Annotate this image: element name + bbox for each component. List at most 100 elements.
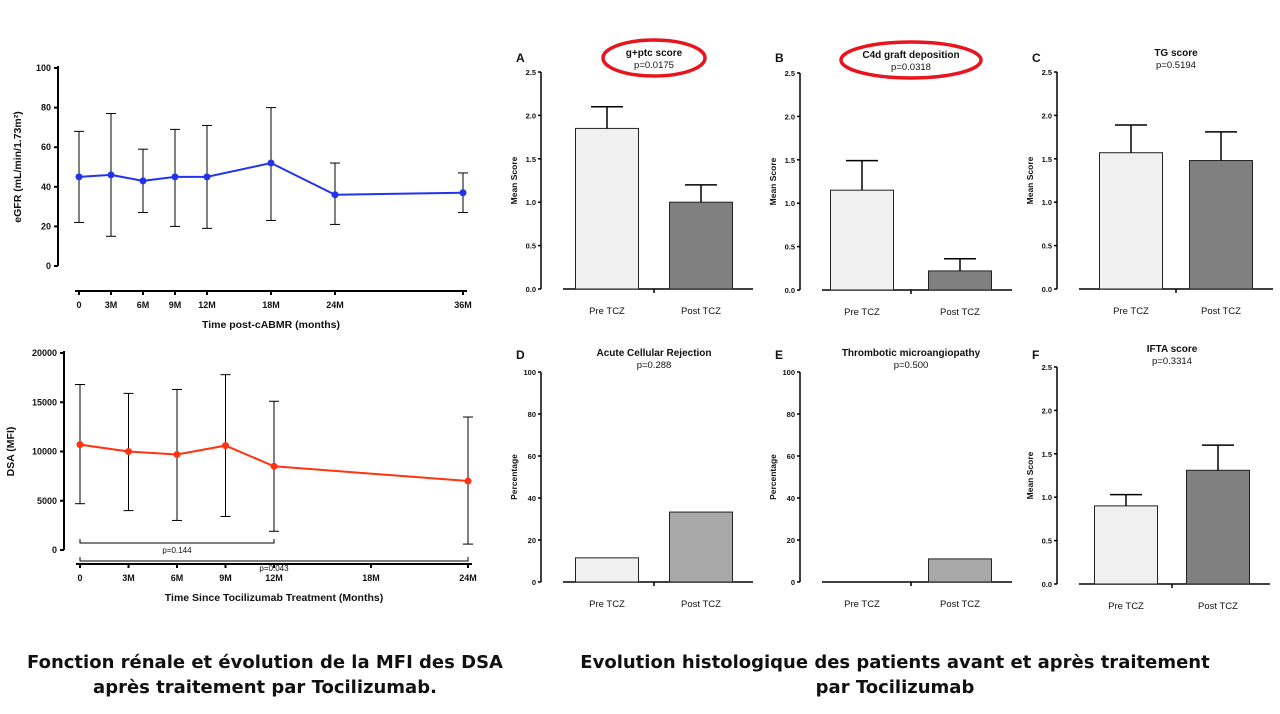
panel-d-x-tick-label: Pre TCZ xyxy=(589,599,625,610)
panel-a-x-tick-label: Post TCZ xyxy=(681,306,721,317)
panel-c-y-tick-label: 0.0 xyxy=(1042,285,1052,294)
egfr-x-tick-label: 24M xyxy=(326,300,344,310)
egfr-data-point xyxy=(203,173,211,181)
dsa-significance-label: p=0.043 xyxy=(259,564,289,573)
panel-d-bar-post xyxy=(669,511,733,583)
egfr-data-point xyxy=(107,171,115,179)
panel-b-x-tick-label: Post TCZ xyxy=(940,307,980,318)
panel-e-letter: E xyxy=(775,348,783,362)
panel-e-y-tick-label: 100 xyxy=(782,368,795,377)
panel-a-y-tick-label: 2.0 xyxy=(526,111,536,120)
panel-a-p-value: p=0.0175 xyxy=(634,60,674,71)
panel-d-y-tick-label: 40 xyxy=(528,494,536,503)
egfr-y-tick-label: 40 xyxy=(41,182,51,192)
panel-b-y-tick-label: 2.5 xyxy=(785,69,795,78)
egfr-data-point xyxy=(171,173,179,181)
panel-f-y-tick-label: 1.0 xyxy=(1042,493,1052,502)
panel-a-y-axis-label: Mean Score xyxy=(509,156,519,204)
panel-a-y-tick-label: 2.5 xyxy=(526,68,536,77)
egfr-series-line xyxy=(78,161,464,196)
dsa-data-point xyxy=(222,442,229,450)
dsa-significance-bracket xyxy=(79,557,469,562)
panel-f-y-tick-label: 1.5 xyxy=(1042,450,1052,459)
egfr-x-tick-label: 6M xyxy=(137,300,150,310)
panel-d-p-value: p=0.288 xyxy=(637,360,672,371)
panel-b-y-axis-label: Mean Score xyxy=(768,157,778,205)
panel-a-title: g+ptc score xyxy=(626,48,683,59)
panel-c-y-tick-label: 0.5 xyxy=(1042,242,1052,251)
panel-a-letter: A xyxy=(516,51,525,65)
egfr-y-tick-label: 100 xyxy=(36,63,51,73)
egfr-y-tick-label: 60 xyxy=(41,142,51,152)
left-caption: Fonction rénale et évolution de la MFI d… xyxy=(27,652,503,698)
dsa-x-axis-label: Time Since Tocilizumab Treatment (Months… xyxy=(165,592,383,604)
panel-b-y-tick-label: 1.5 xyxy=(785,156,795,165)
panel-e-title: Thrombotic microangiopathy xyxy=(842,348,981,359)
dsa-y-tick-label: 20000 xyxy=(32,348,57,358)
egfr-y-tick-label: 0 xyxy=(46,261,51,271)
panel-e-y-tick-label: 60 xyxy=(787,452,795,461)
panel-a-bar-post xyxy=(669,201,733,290)
panel-f-y-axis-label: Mean Score xyxy=(1025,451,1035,499)
dsa-y-tick-label: 0 xyxy=(52,545,57,555)
dsa-x-tick-label: 3M xyxy=(122,573,135,583)
dsa-x-tick-label: 12M xyxy=(265,573,283,583)
egfr-x-axis-label: Time post-cABMR (months) xyxy=(202,319,340,331)
panel-f-y-tick-label: 2.5 xyxy=(1042,363,1052,372)
panel-c-title: TG score xyxy=(1154,48,1198,59)
dsa-x-tick-label: 18M xyxy=(362,573,380,583)
panel-b-bar-pre xyxy=(830,189,894,291)
panel-a-bar-pre xyxy=(575,127,639,290)
panel-e-y-tick-label: 0 xyxy=(791,578,795,587)
panel-b-y-tick-label: 2.0 xyxy=(785,112,795,121)
dsa-y-tick-label: 5000 xyxy=(37,496,57,506)
panel-b-y-tick-label: 0.0 xyxy=(785,286,795,295)
panel-e-x-tick-label: Post TCZ xyxy=(940,599,980,610)
dsa-significance-bracket xyxy=(79,539,275,544)
panel-b-title: C4d graft deposition xyxy=(862,50,959,61)
dsa-series-line xyxy=(79,443,469,483)
panel-b-p-value: p=0.0318 xyxy=(891,62,931,73)
panel-e-y-tick-label: 40 xyxy=(787,494,795,503)
egfr-data-point xyxy=(459,189,467,197)
panel-d-y-tick-label: 100 xyxy=(523,368,536,377)
egfr-x-tick-label: 0 xyxy=(76,300,81,310)
egfr-x-tick-label: 3M xyxy=(105,300,118,310)
panel-f-y-tick-label: 0.5 xyxy=(1042,537,1052,546)
panel-d-letter: D xyxy=(516,348,525,362)
dsa-data-point xyxy=(76,441,84,449)
dsa-y-axis-label: DSA (MFI) xyxy=(5,427,17,477)
panel-c-y-tick-label: 2.5 xyxy=(1042,68,1052,77)
panel-f-letter: F xyxy=(1032,348,1039,362)
panel-b-bar-post xyxy=(928,270,992,291)
panel-c-y-tick-label: 2.0 xyxy=(1042,111,1052,120)
panel-c-y-tick-label: 1.0 xyxy=(1042,198,1052,207)
dsa-y-tick-label: 15000 xyxy=(32,397,57,407)
panel-c-y-tick-label: 1.5 xyxy=(1042,155,1052,164)
panel-c-bar-post xyxy=(1189,160,1253,290)
panel-f-p-value: p=0.3314 xyxy=(1152,356,1192,367)
panel-e-y-tick-label: 20 xyxy=(787,536,795,545)
egfr-data-point xyxy=(331,191,339,199)
right-caption: Evolution histologique des patients avan… xyxy=(580,652,1210,698)
panel-d-y-tick-label: 80 xyxy=(528,410,536,419)
egfr-y-tick-label: 20 xyxy=(41,221,51,231)
egfr-data-point xyxy=(139,177,147,185)
panel-d-bar-pre xyxy=(575,557,639,583)
egfr-y-axis-label: eGFR (mL/min/1.73m²) xyxy=(12,111,24,222)
panel-d-y-axis-label: Percentage xyxy=(509,454,519,500)
panel-b-letter: B xyxy=(775,51,784,65)
panel-e-y-axis-label: Percentage xyxy=(768,454,778,500)
dsa-x-tick-label: 24M xyxy=(459,573,477,583)
dsa-data-point xyxy=(464,477,472,485)
panel-b-x-tick-label: Pre TCZ xyxy=(844,307,880,318)
panel-f-y-tick-label: 0.0 xyxy=(1042,580,1052,589)
panel-a-y-tick-label: 1.5 xyxy=(526,155,536,164)
panel-d-y-tick-label: 20 xyxy=(528,536,536,545)
panel-c-y-axis-label: Mean Score xyxy=(1025,156,1035,204)
panel-e-bar-post xyxy=(928,558,992,583)
panel-e-x-tick-label: Pre TCZ xyxy=(844,599,880,610)
egfr-x-tick-label: 12M xyxy=(198,300,216,310)
panel-d-x-tick-label: Post TCZ xyxy=(681,599,721,610)
egfr-y-tick-label: 80 xyxy=(41,103,51,113)
